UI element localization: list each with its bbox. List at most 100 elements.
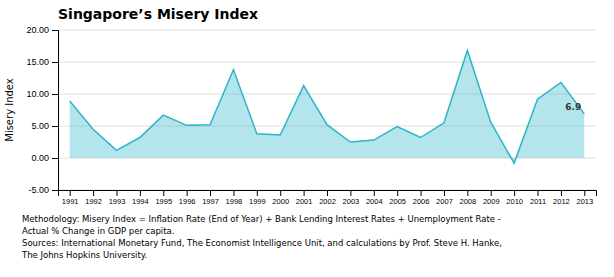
x-tick-label: 2006 — [413, 197, 430, 206]
x-tick-label: 1994 — [132, 197, 149, 206]
x-tick-mark — [561, 190, 562, 196]
x-tick-label: 1992 — [85, 197, 102, 206]
grid-line — [58, 62, 596, 63]
x-tick-mark — [163, 190, 164, 196]
x-tick: 2009 — [483, 190, 500, 206]
x-tick: 2004 — [366, 190, 383, 206]
x-tick-mark — [116, 190, 117, 196]
x-tick: 1991 — [62, 190, 79, 206]
y-tick-mark — [52, 94, 58, 95]
y-tick: -5.00 — [28, 185, 58, 195]
x-tick: 1992 — [85, 190, 102, 206]
x-tick-label: 1996 — [179, 197, 196, 206]
x-tick: 2013 — [576, 190, 593, 206]
x-tick-mark — [421, 190, 422, 196]
x-tick: 1997 — [202, 190, 219, 206]
x-tick: 1998 — [226, 190, 243, 206]
x-tick-mark — [210, 190, 211, 196]
footnote: Methodology: Misery Index = Inflation Ra… — [22, 214, 501, 224]
y-axis-line — [52, 31, 59, 191]
y-tick-label: 15.00 — [26, 57, 49, 67]
annotation: 6.9 — [565, 102, 581, 112]
x-tick-mark — [467, 190, 468, 196]
x-tick-label: 2011 — [530, 197, 546, 206]
y-tick-mark — [52, 62, 58, 63]
y-tick: 0.00 — [31, 153, 58, 163]
y-tick-label: 0.00 — [31, 153, 49, 163]
x-tick-mark — [280, 190, 281, 196]
x-tick: 2007 — [436, 190, 453, 206]
x-tick-mark — [538, 190, 539, 196]
x-tick-label: 2004 — [366, 197, 383, 206]
marks — [70, 50, 585, 163]
x-tick-label: 1997 — [202, 197, 219, 206]
x-tick-label: 1991 — [62, 197, 79, 206]
x-axis-line — [59, 191, 597, 197]
x-tick: 2001 — [296, 190, 313, 206]
x-tick-label: 2002 — [319, 197, 336, 206]
x-tick-label: 1995 — [155, 197, 172, 206]
x-tick: 2012 — [553, 190, 570, 206]
x-tick-mark — [374, 190, 375, 196]
x-tick-mark — [140, 190, 141, 196]
y-tick-mark — [52, 158, 58, 159]
x-tick-label: 2008 — [460, 197, 477, 206]
x-tick-mark — [514, 190, 515, 196]
y-tick: 15.00 — [26, 57, 58, 67]
x-tick-label: 2009 — [483, 197, 500, 206]
x-tick-label: 1999 — [249, 197, 266, 206]
x-tick-label: 1993 — [109, 197, 126, 206]
grid-line — [58, 94, 596, 95]
y-axis: -5.00 0.00 5.00 10.00 15.00 20.00 — [26, 25, 58, 195]
footnote: Actual % Change in GDP per capita. — [22, 226, 174, 236]
x-tick: 2008 — [460, 190, 477, 206]
x-tick-mark — [233, 190, 234, 196]
x-tick-mark — [397, 190, 398, 196]
x-tick-mark — [257, 190, 258, 196]
x-tick-mark — [327, 190, 328, 196]
footnote: The Johns Hopkins University. — [21, 250, 147, 260]
x-tick: 2002 — [319, 190, 336, 206]
y-tick-mark — [52, 190, 58, 191]
x-tick-label: 2007 — [436, 197, 453, 206]
x-tick-mark — [350, 190, 351, 196]
y-tick-label: 5.00 — [31, 121, 49, 131]
x-tick: 2005 — [389, 190, 406, 206]
x-tick-label: 2013 — [576, 197, 593, 206]
y-tick-label: 20.00 — [26, 25, 49, 35]
x-tick: 1996 — [179, 190, 196, 206]
grid-line — [58, 30, 596, 31]
x-tick-label: 2012 — [553, 197, 570, 206]
x-tick: 2006 — [413, 190, 430, 206]
y-tick: 10.00 — [26, 89, 58, 99]
x-tick: 1999 — [249, 190, 266, 206]
x-tick-label: 1998 — [226, 197, 243, 206]
y-tick-mark — [52, 30, 58, 31]
x-tick: 1994 — [132, 190, 149, 206]
title: Singapore’s Misery Index — [58, 6, 258, 22]
x-tick-mark — [491, 190, 492, 196]
grid — [58, 30, 596, 190]
y-tick: 20.00 — [26, 25, 58, 35]
plot-area: -5.00 0.00 5.00 10.00 15.00 20.00 1991 1992 1993… — [26, 25, 596, 206]
x-tick-label: 2001 — [296, 197, 313, 206]
x-tick-label: 2003 — [343, 197, 360, 206]
y-tick-mark — [52, 126, 58, 127]
x-tick: 2003 — [343, 190, 360, 206]
footnote: Sources: International Monetary Fund, Th… — [22, 238, 502, 248]
line — [70, 50, 585, 163]
x-tick-label: 2010 — [506, 197, 523, 206]
x-tick: 1993 — [109, 190, 126, 206]
x-tick: 2010 — [506, 190, 523, 206]
x-tick-mark — [70, 190, 71, 196]
x-axis: 1991 1992 1993 1994 1995 1996 1997 1998 1999 2000… — [59, 190, 597, 206]
y-axis-title: Misery Index — [4, 78, 15, 142]
x-tick: 2000 — [272, 190, 289, 206]
x-tick-mark — [584, 190, 585, 196]
x-tick-label: 2000 — [272, 197, 289, 206]
x-tick-mark — [187, 190, 188, 196]
x-tick-mark — [93, 190, 94, 196]
chart-root: -5.00 0.00 5.00 10.00 15.00 20.00 1991 1992 1993… — [0, 0, 614, 277]
x-tick: 1995 — [155, 190, 172, 206]
y-tick-label: -5.00 — [28, 185, 49, 195]
